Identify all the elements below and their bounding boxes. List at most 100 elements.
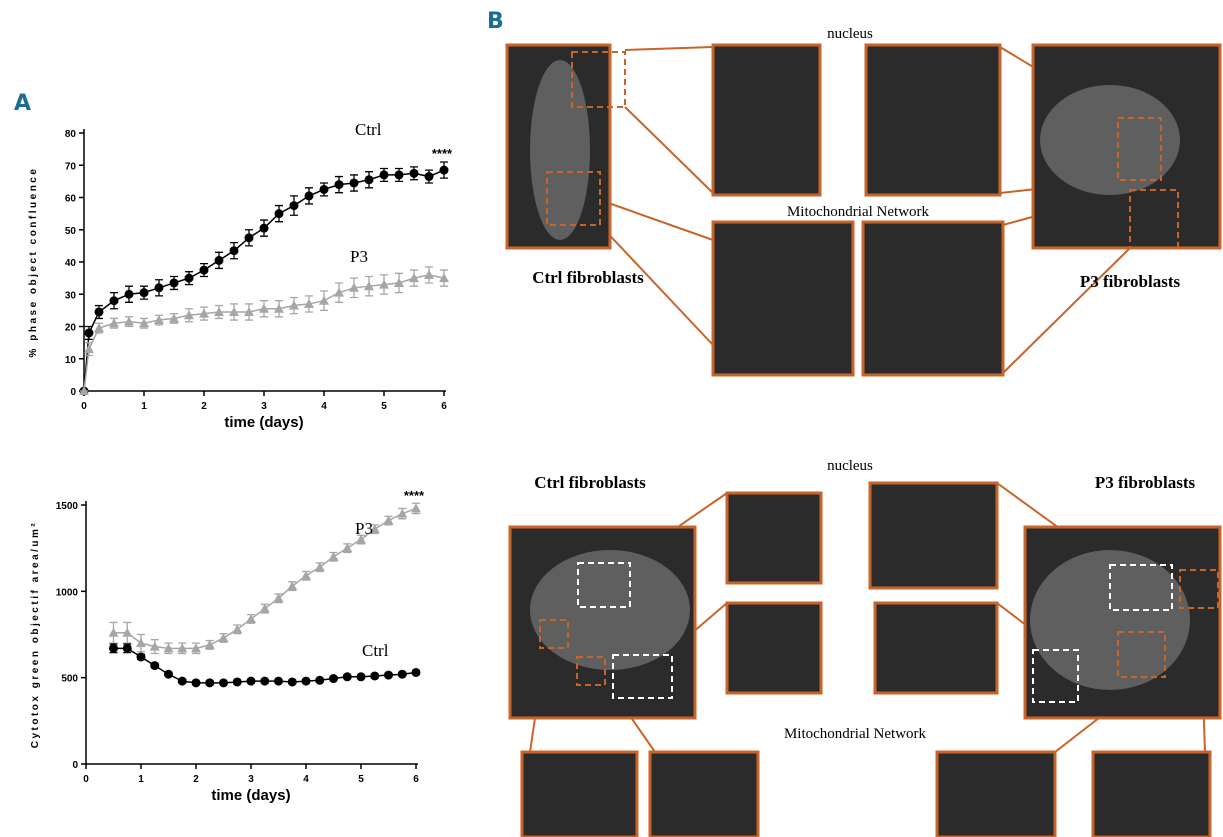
data-point [230,246,239,255]
data-point [342,543,352,552]
data-point [350,178,359,187]
data-point [370,671,379,680]
data-point [260,604,270,613]
caption: nucleus [827,26,873,42]
data-point [155,283,164,292]
data-point [329,552,339,561]
micrograph [727,603,821,693]
data-point [384,671,393,680]
data-point [246,614,256,623]
data-point [305,191,314,200]
data-point [123,644,132,653]
data-point [335,180,344,189]
micrograph [713,45,820,195]
data-point [424,270,434,279]
caption: Ctrl fibroblasts [534,473,646,492]
image-group-top: nucleus Mitochondrial Network Ctrl fibro… [507,26,1220,375]
x-axis-label: time (days) [211,787,290,804]
panel-label: B [487,9,504,34]
x-tick-label: 0 [81,401,87,412]
data-point [124,317,134,326]
series-line [84,275,444,391]
x-tick-label: 3 [261,401,267,412]
caption: P3 fibroblasts [1095,473,1196,492]
y-tick-label: 0 [72,760,78,771]
annotation: **** [432,146,453,161]
y-tick-label: 1000 [56,587,79,598]
data-point [357,672,366,681]
data-point [301,571,311,580]
x-tick-label: 0 [83,774,89,785]
y-axis-label: Cytotox green objectif area/um² [30,521,41,749]
data-point [219,678,228,687]
data-point [205,678,214,687]
y-tick-label: 30 [65,290,77,301]
y-tick-label: 500 [61,674,78,685]
data-point [247,677,256,686]
x-tick-label: 5 [358,774,364,785]
x-tick-label: 2 [201,401,207,412]
y-tick-label: 1500 [56,501,79,512]
data-point [425,172,434,181]
data-point [329,674,338,683]
y-tick-label: 10 [65,355,77,366]
data-point [95,307,104,316]
data-point [343,672,352,681]
y-tick-label: 80 [65,129,77,140]
x-tick-label: 5 [381,401,387,412]
micrograph [713,222,853,375]
series-label: Ctrl [355,120,382,139]
caption: P3 fibroblasts [1080,272,1181,291]
data-point [274,677,283,686]
data-point [170,278,179,287]
x-axis-label: time (days) [224,414,303,431]
x-tick-label: 4 [321,401,327,412]
x-tick-label: 6 [441,401,447,412]
micrograph [863,222,1003,375]
figure: A B nucleus Mitochondrial Network Ctrl f… [0,0,1223,837]
x-tick-label: 1 [141,401,147,412]
data-point [260,224,269,233]
y-tick-label: 60 [65,194,77,205]
data-point [232,624,242,633]
x-tick-label: 4 [303,774,309,785]
data-point [380,170,389,179]
data-point [140,288,149,297]
data-point [290,201,299,210]
caption: Mitochondrial Network [784,726,927,742]
cell [530,60,590,240]
caption: nucleus [827,458,873,474]
panel-label: A [14,91,31,116]
y-axis-label: % phase object confluence [28,167,39,358]
data-point [125,290,134,299]
y-tick-label: 20 [65,323,77,334]
series-label: Ctrl [362,641,389,660]
data-point [287,581,297,590]
data-point [319,296,329,305]
data-point [365,175,374,184]
data-point [410,169,419,178]
data-point [219,633,229,642]
data-point [185,274,194,283]
series-line [84,170,444,391]
data-point [136,638,146,647]
data-point [384,516,394,525]
data-point [233,677,242,686]
scale-bar-label: 10μm [668,231,694,243]
x-tick-label: 3 [248,774,254,785]
caption: Ctrl fibroblasts [532,268,644,287]
data-point [137,652,146,661]
micrograph [1093,752,1210,837]
data-point [275,209,284,218]
data-point [205,640,215,649]
data-point [302,677,311,686]
x-tick-label: 1 [138,774,144,785]
series-label: P3 [350,247,368,266]
y-tick-label: 0 [70,387,76,398]
data-point [411,503,421,512]
micrograph [875,603,997,693]
micrograph [522,752,637,837]
y-tick-label: 50 [65,226,77,237]
data-point [164,670,173,679]
micrograph [866,45,1000,195]
